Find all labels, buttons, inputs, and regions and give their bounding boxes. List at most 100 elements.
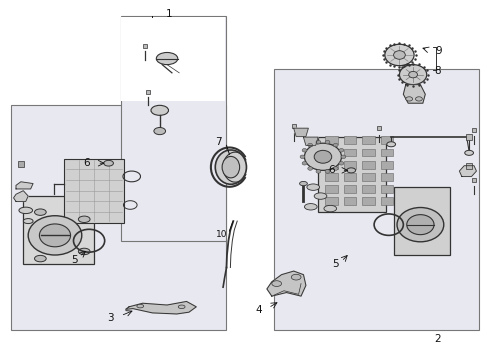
Text: 9: 9 — [436, 46, 442, 57]
Ellipse shape — [339, 148, 344, 152]
Text: 7: 7 — [215, 137, 221, 147]
Ellipse shape — [393, 51, 405, 59]
Ellipse shape — [299, 181, 307, 186]
Ellipse shape — [333, 167, 338, 170]
Text: 10: 10 — [216, 230, 227, 239]
Bar — [393, 187, 450, 255]
Ellipse shape — [316, 170, 321, 173]
Ellipse shape — [406, 97, 413, 101]
Text: 2: 2 — [434, 334, 441, 344]
Ellipse shape — [324, 205, 337, 212]
Polygon shape — [14, 191, 28, 202]
Text: 6: 6 — [328, 165, 335, 175]
Bar — [344, 185, 356, 193]
Ellipse shape — [19, 207, 32, 213]
Bar — [325, 149, 338, 157]
Polygon shape — [403, 85, 425, 103]
Polygon shape — [460, 166, 476, 176]
Ellipse shape — [222, 157, 240, 178]
Ellipse shape — [78, 216, 90, 222]
Ellipse shape — [314, 193, 327, 199]
Bar — [344, 136, 356, 144]
Ellipse shape — [151, 105, 169, 115]
Ellipse shape — [416, 97, 422, 101]
Bar — [325, 173, 338, 181]
Bar — [344, 161, 356, 168]
Text: 4: 4 — [255, 305, 262, 315]
Text: 5: 5 — [71, 255, 78, 265]
Bar — [363, 149, 374, 157]
Polygon shape — [294, 128, 308, 136]
Ellipse shape — [304, 203, 317, 210]
Ellipse shape — [302, 162, 307, 165]
Ellipse shape — [325, 170, 330, 173]
Ellipse shape — [316, 140, 321, 144]
Bar — [318, 137, 386, 212]
Ellipse shape — [407, 215, 434, 235]
Bar — [24, 196, 94, 264]
Ellipse shape — [272, 281, 282, 287]
Text: 5: 5 — [332, 259, 339, 269]
Bar — [11, 105, 225, 330]
Bar — [344, 149, 356, 157]
Ellipse shape — [178, 305, 185, 309]
Ellipse shape — [154, 127, 166, 135]
Bar — [381, 185, 393, 193]
Bar — [381, 197, 393, 205]
Ellipse shape — [34, 209, 46, 215]
Bar — [381, 173, 393, 181]
Ellipse shape — [339, 162, 344, 165]
Polygon shape — [125, 301, 196, 314]
Bar — [363, 173, 374, 181]
Ellipse shape — [387, 142, 395, 147]
Ellipse shape — [137, 304, 144, 308]
Ellipse shape — [39, 224, 71, 247]
Ellipse shape — [156, 53, 178, 64]
Ellipse shape — [385, 44, 414, 66]
Bar — [325, 161, 338, 168]
Bar — [381, 161, 393, 168]
Bar — [363, 136, 374, 144]
Ellipse shape — [28, 216, 82, 255]
Text: 6: 6 — [83, 158, 90, 168]
Ellipse shape — [347, 168, 356, 173]
Ellipse shape — [291, 274, 301, 280]
Ellipse shape — [308, 167, 313, 170]
Ellipse shape — [308, 143, 313, 147]
Ellipse shape — [409, 71, 417, 78]
Ellipse shape — [34, 255, 46, 262]
Polygon shape — [267, 271, 306, 296]
Bar — [325, 185, 338, 193]
Ellipse shape — [325, 140, 330, 144]
Bar — [381, 136, 393, 144]
Polygon shape — [16, 182, 33, 189]
Ellipse shape — [399, 64, 427, 85]
Bar — [363, 197, 374, 205]
Bar — [363, 161, 374, 168]
Bar — [325, 136, 338, 144]
Ellipse shape — [304, 143, 342, 170]
Ellipse shape — [333, 143, 338, 147]
Bar — [344, 173, 356, 181]
Bar — [344, 197, 356, 205]
Ellipse shape — [300, 155, 305, 158]
Ellipse shape — [341, 155, 346, 158]
Ellipse shape — [314, 150, 332, 163]
Bar — [274, 69, 479, 330]
Bar — [363, 185, 374, 193]
Ellipse shape — [465, 150, 473, 156]
Bar — [121, 16, 225, 241]
Bar — [121, 18, 225, 102]
Text: 3: 3 — [107, 313, 113, 323]
Bar — [381, 149, 393, 157]
Bar — [64, 158, 124, 223]
Bar — [325, 197, 338, 205]
Polygon shape — [303, 137, 318, 145]
Ellipse shape — [104, 160, 114, 166]
Ellipse shape — [78, 248, 90, 255]
Text: 8: 8 — [434, 66, 441, 76]
Ellipse shape — [302, 148, 307, 152]
Ellipse shape — [397, 207, 444, 242]
Ellipse shape — [24, 219, 33, 224]
Ellipse shape — [215, 150, 246, 184]
